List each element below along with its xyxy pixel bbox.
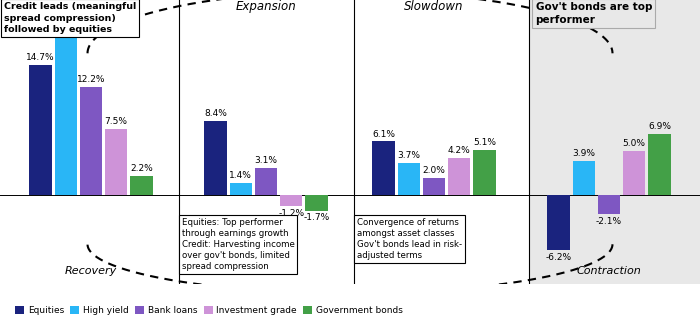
Text: 4.2%: 4.2%: [448, 146, 470, 155]
Text: -1.2%: -1.2%: [278, 209, 304, 218]
Text: Gov't bonds are top
performer: Gov't bonds are top performer: [536, 2, 652, 25]
Text: -2.1%: -2.1%: [596, 217, 622, 226]
Bar: [528, 0, 700, 284]
Bar: [55, 36, 77, 195]
Bar: [255, 168, 277, 195]
Bar: [280, 195, 302, 206]
Text: Convergence of returns
amongst asset classes
Gov't bonds lead in risk-
adjusted : Convergence of returns amongst asset cla…: [357, 218, 462, 260]
Text: 14.7%: 14.7%: [27, 53, 55, 62]
Bar: [230, 183, 252, 195]
Bar: [204, 121, 227, 195]
Bar: [598, 195, 620, 214]
Text: -1.7%: -1.7%: [303, 213, 330, 222]
Text: Expansion: Expansion: [236, 0, 296, 13]
Bar: [105, 129, 127, 195]
Bar: [398, 162, 420, 195]
Bar: [80, 87, 102, 195]
Text: 5.0%: 5.0%: [623, 139, 645, 148]
Text: 1.4%: 1.4%: [230, 171, 252, 180]
Text: 12.2%: 12.2%: [77, 75, 105, 84]
Bar: [29, 65, 52, 195]
Bar: [648, 134, 671, 195]
Bar: [423, 178, 445, 195]
Bar: [573, 161, 595, 195]
Bar: [473, 150, 496, 195]
Bar: [372, 141, 395, 195]
Text: Recovery: Recovery: [65, 266, 117, 276]
Legend: Equities, High yield, Bank loans, Investment grade, Government bonds: Equities, High yield, Bank loans, Invest…: [11, 302, 406, 318]
Bar: [305, 195, 328, 211]
Text: 5.1%: 5.1%: [473, 139, 496, 147]
Text: Equities: Top performer
through earnings growth
Credit: Harvesting income
over g: Equities: Top performer through earnings…: [182, 218, 295, 271]
Text: 6.1%: 6.1%: [372, 130, 395, 139]
Text: -6.2%: -6.2%: [545, 253, 572, 262]
Text: 3.9%: 3.9%: [573, 149, 595, 158]
Text: 7.5%: 7.5%: [105, 117, 127, 126]
Text: Slowdown: Slowdown: [405, 0, 463, 13]
Text: Credit leads (meaningful
spread compression)
followed by equities: Credit leads (meaningful spread compress…: [4, 2, 136, 34]
Text: Contraction: Contraction: [577, 266, 641, 276]
Text: 3.1%: 3.1%: [255, 156, 277, 165]
Bar: [130, 176, 153, 195]
Bar: [623, 151, 645, 195]
Text: 6.9%: 6.9%: [648, 122, 671, 131]
Text: 2.2%: 2.2%: [130, 164, 153, 173]
Text: 2.0%: 2.0%: [423, 166, 445, 175]
Text: 8.4%: 8.4%: [204, 109, 227, 118]
Text: 3.7%: 3.7%: [398, 151, 420, 160]
Bar: [448, 158, 470, 195]
Bar: [547, 195, 570, 251]
Text: 17.9%: 17.9%: [51, 25, 80, 34]
